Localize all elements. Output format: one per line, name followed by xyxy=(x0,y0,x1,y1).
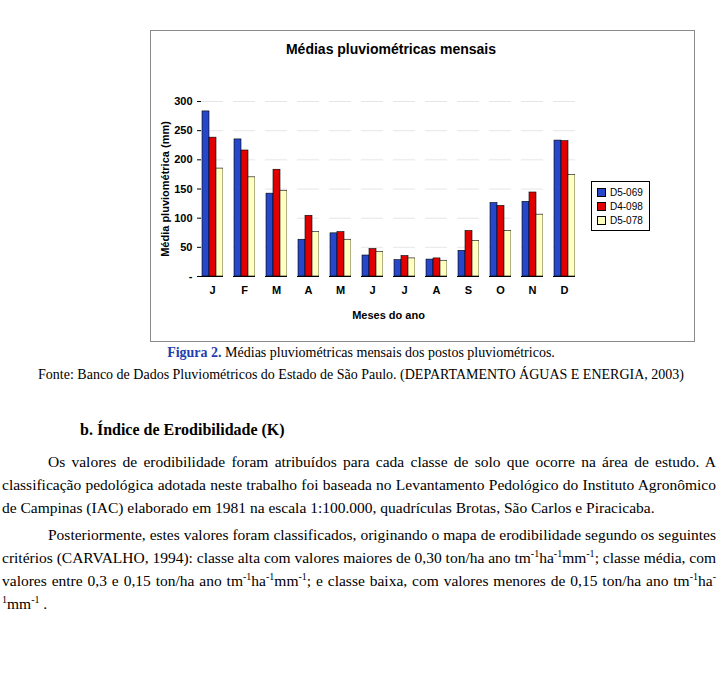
svg-text:A: A xyxy=(433,284,441,296)
html-text:Fonte: Banco de Dados Pluviomé: Fonte: Banco de Dados Pluviométricos do … xyxy=(38,367,684,382)
svg-text:-: - xyxy=(189,270,193,282)
svg-text:M: M xyxy=(336,284,345,296)
svg-text:250: 250 xyxy=(174,124,192,136)
svg-text:300: 300 xyxy=(174,95,192,107)
svg-text:A: A xyxy=(305,284,313,296)
html-text:Figura 2. Médias pluviométrica: Figura 2. Médias pluviométricas mensais … xyxy=(167,345,555,360)
svg-text:Meses do ano: Meses do ano xyxy=(352,309,425,321)
svg-text:D: D xyxy=(561,284,569,296)
svg-text:S: S xyxy=(465,284,472,296)
html-text:D5-069: D5-069 xyxy=(610,186,643,198)
svg-text:M: M xyxy=(272,284,281,296)
svg-text:N: N xyxy=(529,284,537,296)
svg-text:O: O xyxy=(496,284,505,296)
html-text:Os valores de erodibilidade fo: Os valores de erodibilidade foram atribu… xyxy=(2,453,716,517)
svg-text:F: F xyxy=(241,284,248,296)
html-text:Posteriormente, estes valores: Posteriormente, estes valores foram clas… xyxy=(2,525,716,613)
svg-text:100: 100 xyxy=(174,212,192,224)
html-text:D5-078: D5-078 xyxy=(610,214,643,226)
html-text:D4-098: D4-098 xyxy=(610,200,643,212)
svg-text:150: 150 xyxy=(174,183,192,195)
html-text:b. Índice de Erodibilidade (K): b. Índice de Erodibilidade (K) xyxy=(80,421,285,438)
html-text:Médias pluviométricas mensais: Médias pluviométricas mensais xyxy=(286,41,496,57)
svg-text:J: J xyxy=(209,284,215,296)
svg-text:J: J xyxy=(401,284,407,296)
svg-text:Média pluviométrica (mm): Média pluviométrica (mm) xyxy=(159,121,171,257)
svg-text:J: J xyxy=(369,284,375,296)
svg-text:200: 200 xyxy=(174,153,192,165)
svg-text:50: 50 xyxy=(180,241,192,253)
